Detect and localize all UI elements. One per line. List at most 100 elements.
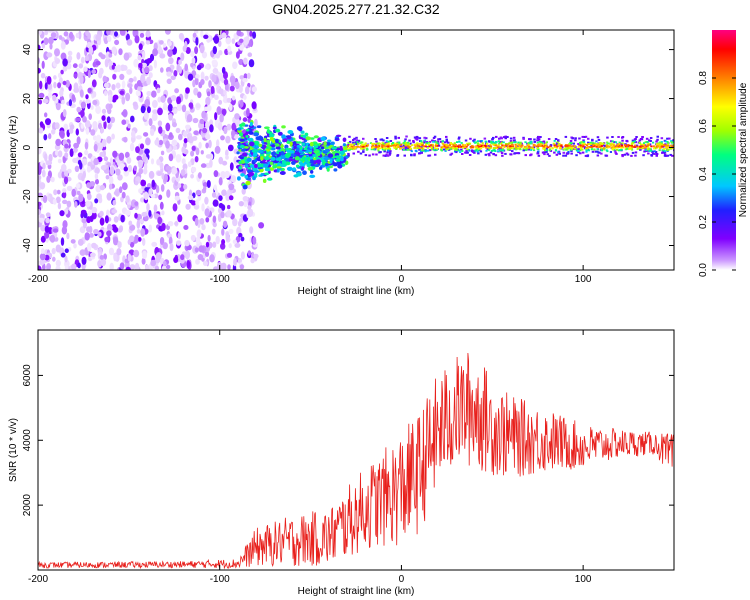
heatmap-cell bbox=[564, 147, 567, 150]
heatmap-cell bbox=[61, 99, 65, 105]
heatmap-cell bbox=[286, 166, 293, 171]
heatmap-cell bbox=[655, 140, 658, 143]
heatmap-cell bbox=[397, 141, 400, 144]
heatmap-cell bbox=[667, 148, 670, 151]
heatmap-cell bbox=[448, 146, 451, 149]
heatmap-cell bbox=[258, 143, 263, 148]
heatmap-cell bbox=[217, 122, 223, 131]
heatmap-cell bbox=[153, 59, 157, 69]
heatmap-cell bbox=[252, 236, 257, 245]
heatmap-cell bbox=[192, 117, 199, 124]
heatmap-cell bbox=[269, 136, 274, 142]
heatmap-cell bbox=[87, 69, 92, 79]
heatmap-cell bbox=[502, 136, 506, 139]
heatmap-cell bbox=[264, 168, 271, 172]
heatmap-cell bbox=[159, 40, 164, 45]
heatmap-cell bbox=[594, 150, 598, 153]
heatmap-cell bbox=[60, 41, 66, 50]
heatmap-cell bbox=[448, 144, 451, 146]
heatmap-cell bbox=[582, 142, 585, 145]
heatmap-cell bbox=[578, 148, 581, 151]
heatmap-cell bbox=[459, 151, 462, 153]
heatmap-cell bbox=[253, 170, 260, 173]
heatmap-cell bbox=[148, 65, 153, 72]
heatmap-cell bbox=[142, 153, 147, 163]
heatmap-cell bbox=[246, 72, 251, 79]
heatmap-cell bbox=[570, 148, 573, 151]
heatmap-cell bbox=[435, 148, 438, 151]
heatmap-cell bbox=[553, 144, 556, 147]
heatmap-cell bbox=[218, 202, 224, 209]
heatmap-cell bbox=[239, 156, 244, 160]
heatmap-cell bbox=[361, 144, 364, 147]
heatmap-cell bbox=[625, 152, 629, 155]
heatmap-cell bbox=[611, 148, 614, 151]
heatmap-cell bbox=[569, 141, 572, 144]
heatmap-cell bbox=[46, 263, 51, 270]
heatmap-cell bbox=[514, 152, 517, 155]
heatmap-cell bbox=[627, 144, 630, 146]
heatmap-cell bbox=[278, 156, 282, 162]
heatmap-cell bbox=[264, 156, 270, 161]
heatmap-cell bbox=[430, 146, 433, 149]
heatmap-cell bbox=[668, 137, 671, 140]
heatmap-cell bbox=[368, 154, 371, 157]
heatmap-cell bbox=[610, 142, 613, 145]
heatmap-cell bbox=[648, 150, 651, 152]
heatmap-cell bbox=[250, 164, 255, 168]
heatmap-cell bbox=[560, 145, 563, 147]
heatmap-cell bbox=[55, 265, 61, 270]
heatmap-cell bbox=[576, 150, 579, 152]
heatmap-cell bbox=[582, 141, 585, 144]
heatmap-cell bbox=[458, 149, 461, 152]
heatmap-cell bbox=[503, 146, 506, 149]
heatmap-cell bbox=[48, 36, 54, 45]
heatmap-cell bbox=[364, 154, 368, 157]
heatmap-cell bbox=[418, 152, 421, 155]
heatmap-cell bbox=[365, 148, 368, 151]
heatmap-cell bbox=[355, 143, 358, 146]
heatmap-cell bbox=[339, 145, 343, 149]
heatmap-cell bbox=[557, 139, 560, 142]
heatmap-cell bbox=[480, 147, 483, 150]
heatmap-cell bbox=[483, 137, 487, 140]
heatmap-cell bbox=[427, 144, 430, 146]
heatmap-cell bbox=[589, 141, 592, 144]
heatmap-cell bbox=[224, 84, 229, 91]
heatmap-cell bbox=[633, 144, 636, 147]
heatmap-cell bbox=[148, 188, 153, 197]
heatmap-cell bbox=[125, 92, 131, 102]
heatmap-cell bbox=[507, 143, 510, 146]
heatmap-cell bbox=[410, 150, 413, 153]
heatmap-cell bbox=[511, 150, 514, 153]
heatmap-cell bbox=[529, 138, 532, 141]
heatmap-cell bbox=[402, 142, 405, 144]
heatmap-cell bbox=[53, 81, 57, 89]
heatmap-cell bbox=[114, 39, 120, 46]
heatmap-cell bbox=[254, 118, 258, 127]
heatmap-cell bbox=[645, 137, 649, 140]
heatmap-cell bbox=[59, 89, 64, 97]
heatmap-cell bbox=[242, 117, 248, 122]
heatmap-cell bbox=[280, 154, 286, 160]
heatmap-cell bbox=[113, 237, 119, 246]
heatmap-cell bbox=[197, 254, 204, 261]
heatmap-cell bbox=[211, 228, 216, 235]
heatmap-cell bbox=[596, 143, 599, 145]
heatmap-cell bbox=[610, 146, 613, 149]
heatmap-cell bbox=[246, 107, 250, 117]
heatmap-cell bbox=[212, 241, 217, 248]
heatmap-cell bbox=[621, 154, 624, 156]
heatmap-cell bbox=[240, 173, 245, 177]
heatmap-cell bbox=[243, 36, 250, 46]
heatmap-cell bbox=[62, 80, 67, 86]
heatmap-cell bbox=[540, 144, 543, 146]
heatmap-cell bbox=[647, 144, 650, 146]
heatmap-cell bbox=[544, 143, 548, 145]
heatmap-cell bbox=[644, 145, 647, 148]
heatmap-cell bbox=[138, 188, 143, 194]
heatmap-cell bbox=[454, 144, 458, 146]
heatmap-cell bbox=[137, 237, 142, 242]
heatmap-cell bbox=[150, 128, 155, 136]
heatmap-cell bbox=[80, 109, 85, 119]
